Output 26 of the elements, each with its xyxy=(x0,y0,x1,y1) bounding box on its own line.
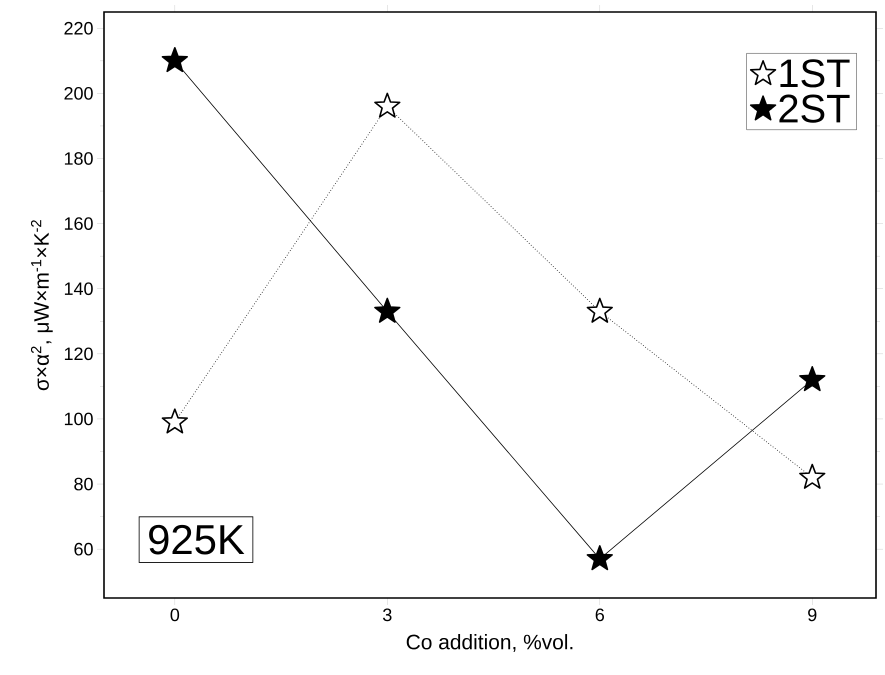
point xyxy=(586,545,613,570)
x-tick-label: 6 xyxy=(596,608,604,622)
y-axis-title: σ×α$^{2}$, μW×m$^{-1}$×K$^{-2}$ xyxy=(30,220,53,390)
y-tick-label: 120 xyxy=(64,347,93,360)
y-tick-label: 200 xyxy=(64,87,93,100)
y-tick-label: 140 xyxy=(64,282,93,296)
point xyxy=(162,408,188,434)
y-tick-label: 60 xyxy=(74,542,93,556)
y-tick-label: 180 xyxy=(64,152,93,165)
x-tick-label: 0 xyxy=(170,608,180,622)
x-tick-label: 3 xyxy=(383,608,392,622)
y-tick-label: 80 xyxy=(74,478,93,490)
y-tick-label: 100 xyxy=(64,412,93,426)
y-tick-label: 160 xyxy=(64,217,93,230)
point xyxy=(799,464,826,489)
point xyxy=(799,366,826,392)
legend-label: 2ST xyxy=(779,94,850,123)
point xyxy=(374,92,400,118)
point xyxy=(374,298,400,323)
x-tick-label: 9 xyxy=(808,608,816,622)
point xyxy=(586,298,613,323)
y-tick-label: 220 xyxy=(64,22,93,35)
point xyxy=(162,47,188,72)
x-axis-title: Co addition, %vol. xyxy=(406,634,572,652)
legend-label: 1ST xyxy=(780,59,850,88)
annotation: 925K xyxy=(149,524,244,554)
